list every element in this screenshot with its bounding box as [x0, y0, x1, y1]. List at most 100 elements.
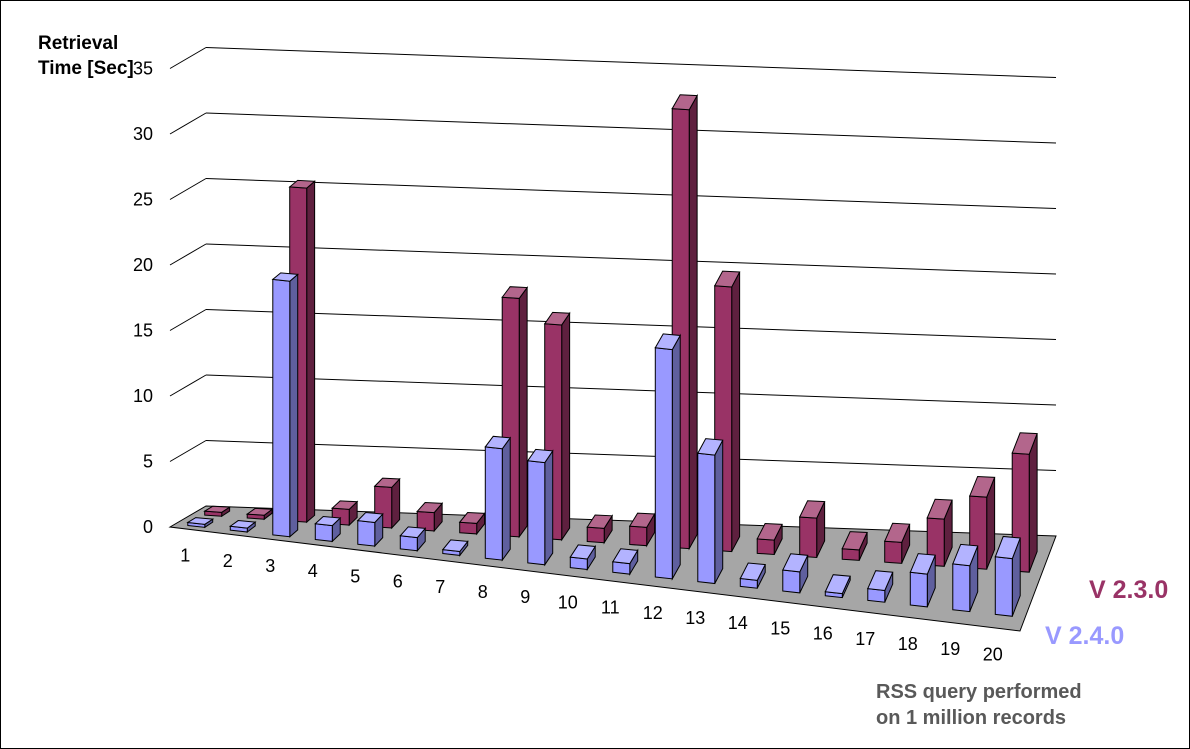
bar-top-face — [756, 522, 783, 541]
gridline-side — [169, 47, 207, 69]
bar-v240-17 — [867, 570, 894, 603]
bar-top-face — [228, 520, 257, 529]
bar-v240-16 — [824, 574, 851, 599]
gridline — [205, 178, 1057, 209]
bar-front-face — [484, 446, 503, 561]
bar-v230-10 — [586, 514, 614, 545]
bar-top-face — [288, 179, 316, 189]
bar-v240-10 — [569, 544, 597, 572]
bar-top-face — [245, 507, 274, 516]
gridline-side — [169, 243, 207, 266]
x-tick-label: 16 — [813, 624, 833, 644]
bar-top-face — [824, 574, 851, 595]
bar-top-face — [671, 94, 698, 111]
bar-top-face — [399, 526, 427, 539]
bar-v240-18 — [909, 553, 936, 608]
bar-top-face — [569, 544, 597, 560]
bar-front-face — [357, 520, 376, 547]
bar-top-face — [713, 270, 741, 288]
bar-top-face — [203, 505, 232, 513]
bar-v240-1 — [186, 517, 215, 529]
bar-top-face — [952, 543, 979, 567]
bar-front-face — [909, 571, 928, 608]
bar-top-face — [883, 522, 911, 543]
bar-side-face — [731, 271, 741, 552]
y-tick-label: 25 — [133, 190, 153, 210]
x-tick-label: 3 — [265, 556, 275, 576]
bar-v240-9 — [526, 448, 554, 567]
bar-top-face — [501, 286, 529, 299]
bar-v240-4 — [314, 515, 342, 543]
x-tick-label: 18 — [898, 634, 918, 654]
bar-v230-6 — [416, 502, 444, 533]
bar-front-face — [399, 535, 418, 552]
bar-v230-18 — [926, 498, 953, 567]
y-tick-label: 35 — [133, 59, 153, 79]
bar-front-face — [527, 460, 546, 566]
x-tick-label: 15 — [770, 618, 790, 638]
bar-front-face — [586, 526, 605, 544]
bar-v230-15 — [798, 500, 826, 558]
y-tick-label: 15 — [133, 321, 153, 341]
bar-v230-14 — [756, 522, 783, 556]
x-tick-label: 2 — [223, 551, 233, 571]
bar-v240-5 — [356, 511, 384, 548]
gridline-side — [169, 112, 207, 135]
bar-top-face — [373, 477, 401, 488]
bar-front-face — [756, 538, 775, 556]
bar-v240-7 — [441, 539, 469, 557]
bar-top-face — [484, 435, 512, 450]
bar-top-face — [416, 502, 444, 514]
bar-side-face — [518, 286, 528, 539]
bar-top-face — [654, 333, 682, 351]
bar-front-face — [314, 523, 333, 542]
bar-v240-14 — [739, 562, 766, 589]
bar-top-face — [798, 500, 826, 519]
bar-v230-11 — [628, 512, 656, 548]
bar-top-face — [739, 562, 766, 581]
bar-side-face — [501, 436, 511, 562]
bar-front-face — [697, 452, 716, 585]
series-label-v240: V 2.4.0 — [1045, 622, 1124, 650]
x-tick-label: 8 — [478, 582, 488, 602]
bar-top-face — [926, 498, 953, 520]
bar-top-face — [543, 311, 571, 326]
x-tick-label: 6 — [393, 572, 403, 592]
bar-top-face — [994, 535, 1021, 560]
bar-v240-11 — [611, 548, 639, 576]
bar-top-face — [186, 517, 215, 525]
bar-top-face — [628, 512, 656, 528]
bar-top-face — [782, 553, 809, 573]
bar-v230-20 — [1011, 432, 1038, 573]
bar-v240-12 — [654, 333, 682, 581]
y-tick-label: 30 — [133, 124, 153, 144]
bar-v230-16 — [841, 531, 868, 561]
x-tick-label: 14 — [728, 613, 748, 633]
bar-top-face — [696, 438, 724, 456]
x-tick-label: 5 — [350, 566, 360, 586]
x-tick-label: 1 — [180, 546, 190, 566]
bar-top-face — [841, 531, 868, 551]
bar-front-face — [459, 521, 478, 535]
bar-side-face — [1028, 433, 1038, 573]
gridline — [205, 440, 1057, 471]
gridline-side — [169, 309, 207, 331]
bar-top-face — [271, 272, 299, 282]
gridline — [205, 309, 1057, 340]
bar-v240-8 — [484, 435, 512, 562]
bar-front-face — [272, 278, 291, 538]
bar-top-face — [586, 514, 614, 529]
bar-top-face — [356, 511, 384, 524]
bar-v240-15 — [782, 553, 809, 594]
x-tick-label: 4 — [308, 561, 318, 581]
x-tick-label: 17 — [855, 629, 875, 649]
bar-front-face — [629, 525, 648, 547]
x-tick-label: 10 — [558, 592, 578, 612]
bar-front-face — [841, 548, 860, 561]
bar-top-face — [441, 539, 469, 553]
x-tick-label: 20 — [983, 644, 1003, 664]
bar-front-face — [782, 569, 801, 594]
bar-v240-3 — [271, 272, 299, 538]
bar-top-face — [611, 548, 639, 565]
